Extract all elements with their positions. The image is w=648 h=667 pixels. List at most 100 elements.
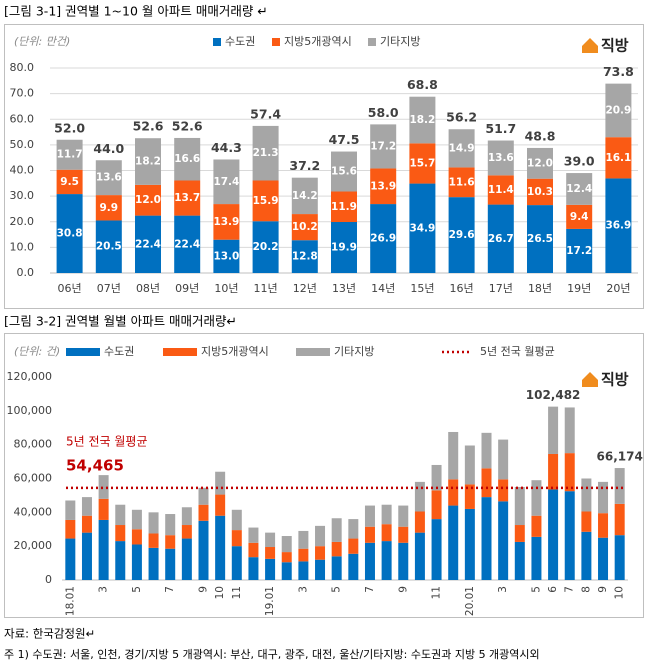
bar-segment xyxy=(614,503,625,536)
legend-swatch xyxy=(213,38,221,46)
y-tick-label: 100,000 xyxy=(7,404,53,417)
value-label: 13.6 xyxy=(96,172,122,184)
x-tick-label: 19년 xyxy=(567,282,591,295)
value-label: 9.4 xyxy=(570,211,589,223)
bar-segment xyxy=(498,501,509,580)
bar-segment xyxy=(514,541,525,580)
y-tick-label: 80.0 xyxy=(10,61,35,74)
x-tick-label: 07년 xyxy=(97,282,121,295)
bar-segment xyxy=(481,432,492,469)
total-label: 56.2 xyxy=(446,110,477,125)
bar-segment xyxy=(231,530,242,547)
bar-segment xyxy=(331,556,342,580)
x-tick-label: 9 xyxy=(597,586,609,593)
bar-segment xyxy=(566,173,593,205)
y-tick-label: 0 xyxy=(45,573,52,586)
bar-segment xyxy=(215,471,226,495)
x-tick-label: 3 xyxy=(497,586,509,593)
x-tick-label: 18년 xyxy=(528,282,552,295)
legend-label: 지방5개광역시 xyxy=(201,345,269,358)
bar-segment xyxy=(370,168,397,205)
bar-segment xyxy=(527,147,553,179)
bar-segment xyxy=(409,183,436,273)
x-tick-label: 13년 xyxy=(332,282,356,295)
total-label: 58.0 xyxy=(368,105,399,120)
x-tick-label: 9 xyxy=(397,586,409,593)
bar-segment xyxy=(548,406,559,454)
bar-segment xyxy=(564,407,575,454)
value-label: 11.6 xyxy=(449,176,475,188)
bar-segment xyxy=(598,481,609,514)
bar-segment xyxy=(364,505,375,527)
bar-segment xyxy=(381,504,392,525)
x-tick-label: 7 xyxy=(164,586,176,593)
bar-segment xyxy=(81,515,92,533)
x-tick-label: 08년 xyxy=(136,282,160,295)
bar-segment xyxy=(213,159,240,205)
value-label: 9.5 xyxy=(60,176,79,188)
bar-segment xyxy=(231,546,242,580)
bar-segment xyxy=(181,507,192,526)
x-tick-label: 18.01 xyxy=(64,586,76,616)
bar-segment xyxy=(331,222,357,273)
bar-segment xyxy=(148,547,159,580)
value-label: 14.2 xyxy=(292,190,318,202)
value-label: 14.9 xyxy=(449,142,475,154)
total-label: 52.0 xyxy=(54,120,85,135)
average-annotation: 5년 전국 월평균 xyxy=(66,435,148,449)
bar-segment xyxy=(581,531,592,580)
value-label: 15.9 xyxy=(253,195,279,207)
bar-segment xyxy=(291,214,318,241)
bar-segment xyxy=(252,180,279,222)
y-tick-label: 20.0 xyxy=(10,215,35,228)
bar-segment xyxy=(527,205,553,273)
bar-segment xyxy=(315,525,326,547)
y-tick-label: 40.0 xyxy=(10,164,35,177)
bar-segment xyxy=(381,524,392,542)
bar-segment xyxy=(81,532,92,580)
value-label: 17.2 xyxy=(566,245,592,257)
value-label: 18.2 xyxy=(409,114,435,126)
bar-segment xyxy=(548,489,559,580)
x-tick-label: 8 xyxy=(580,586,592,593)
bar-segment xyxy=(165,548,176,580)
logo: 직방 xyxy=(601,37,629,55)
bar-segment xyxy=(398,505,409,527)
bar-segment xyxy=(281,562,292,580)
x-tick-label: 5 xyxy=(331,586,343,593)
value-label: 20.2 xyxy=(253,241,279,253)
bar-segment xyxy=(331,518,342,542)
x-tick-label: 5 xyxy=(131,586,143,593)
x-tick-label: 11년 xyxy=(254,282,278,295)
value-label: 15.7 xyxy=(409,157,435,169)
total-label: 44.0 xyxy=(93,141,124,156)
unit-label: (단위: 건) xyxy=(14,345,60,358)
bar-segment xyxy=(531,536,542,580)
bar-segment xyxy=(464,508,475,580)
bar-segment xyxy=(174,180,201,216)
y-tick-label: 120,000 xyxy=(7,370,53,383)
x-tick-label: 17년 xyxy=(489,282,513,295)
bar-segment xyxy=(181,538,192,580)
bar-segment xyxy=(481,468,492,498)
bar-segment xyxy=(65,519,76,539)
bar-segment xyxy=(581,478,592,512)
bar-segment xyxy=(148,533,159,548)
bar-segment xyxy=(331,151,357,192)
x-tick-label: 19.01 xyxy=(264,586,276,616)
bar-segment xyxy=(291,177,318,215)
bar-segment xyxy=(174,215,201,273)
value-label: 21.3 xyxy=(253,147,279,159)
bar-segment xyxy=(481,497,492,580)
logo-icon xyxy=(582,38,598,53)
bar-segment xyxy=(56,194,83,273)
bar-segment xyxy=(131,544,142,580)
bar-segment xyxy=(448,167,475,198)
x-tick-label: 16년 xyxy=(450,282,474,295)
y-tick-label: 80,000 xyxy=(14,438,53,451)
value-label: 29.6 xyxy=(449,229,475,241)
bar-segment xyxy=(464,484,475,509)
bar-segment xyxy=(165,514,176,536)
bar-segment xyxy=(498,439,509,480)
y-tick-label: 60.0 xyxy=(10,112,35,125)
